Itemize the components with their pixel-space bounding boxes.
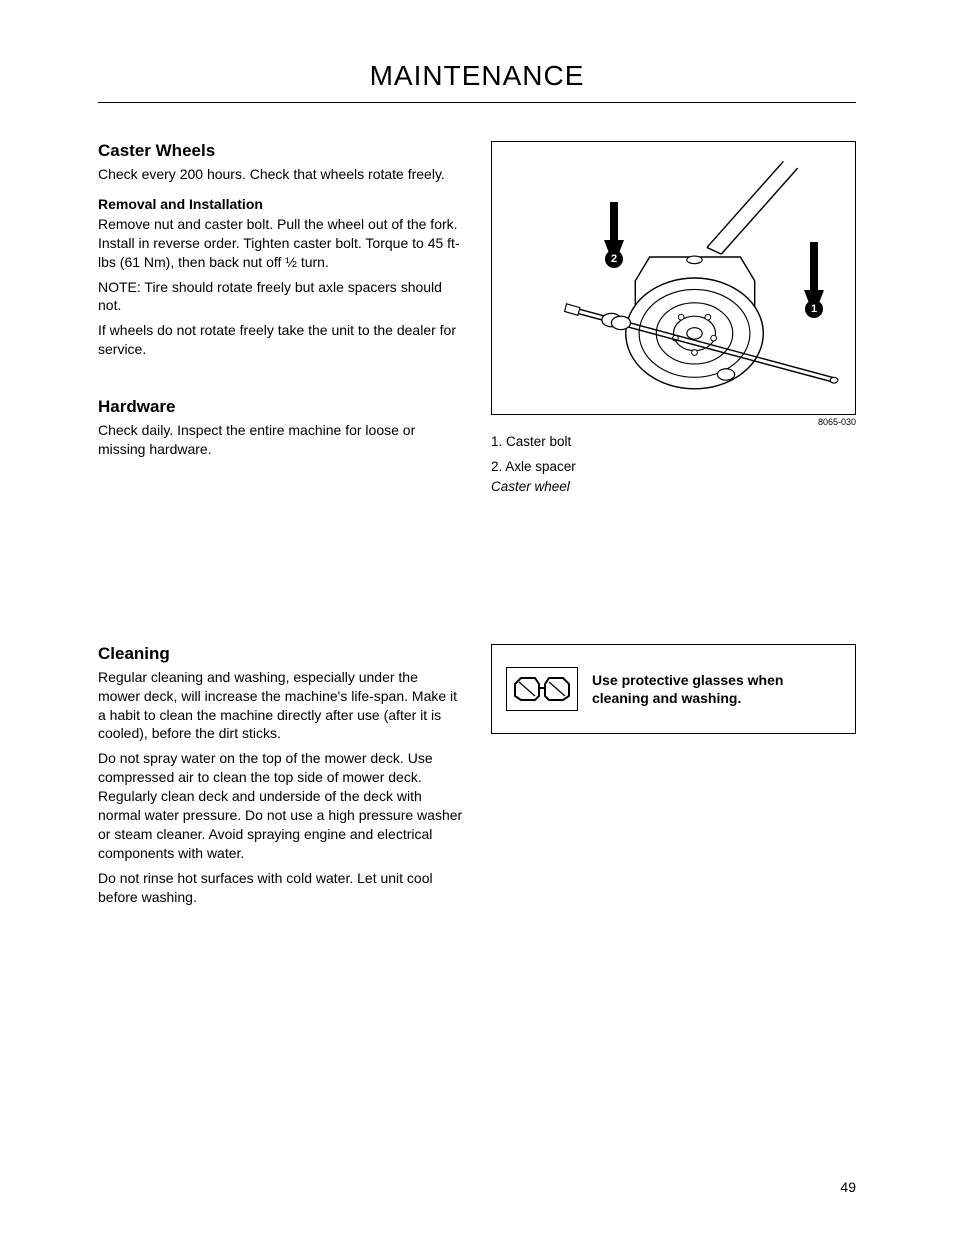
cleaning-p3: Do not rinse hot surfaces with cold wate…: [98, 869, 463, 907]
cleaning-right: Use protective glasses when cleaning and…: [491, 644, 856, 913]
left-column: Caster Wheels Check every 200 hours. Che…: [98, 141, 463, 494]
page-number: 49: [840, 1179, 856, 1195]
caster-p3: If wheels do not rotate freely take the …: [98, 321, 463, 359]
hardware-p1: Check daily. Inspect the entire machine …: [98, 421, 463, 459]
cleaning-row: Cleaning Regular cleaning and washing, e…: [98, 644, 856, 913]
figure-code: 8065-030: [491, 417, 856, 427]
section-title-cleaning: Cleaning: [98, 644, 463, 664]
caster-wheel-illustration: [492, 142, 855, 414]
figure-legend-1: 1. Caster bolt: [491, 433, 856, 452]
callout-2: 2: [605, 250, 623, 268]
glasses-icon: [506, 667, 578, 711]
cleaning-left: Cleaning Regular cleaning and washing, e…: [98, 644, 463, 913]
warning-text: Use protective glasses when cleaning and…: [592, 671, 841, 707]
warning-box: Use protective glasses when cleaning and…: [491, 644, 856, 734]
section-title-hardware: Hardware: [98, 397, 463, 417]
right-column: 2 1 8065-030 1. Caster bolt 2. Axle spac…: [491, 141, 856, 494]
figure-caption: Caster wheel: [491, 479, 856, 494]
arrow-stem-1: [810, 242, 818, 292]
figure-caster-wheel: 2 1: [491, 141, 856, 415]
figure-legend-2: 2. Axle spacer: [491, 458, 856, 477]
callout-1: 1: [805, 300, 823, 318]
cleaning-p1: Regular cleaning and washing, especially…: [98, 668, 463, 744]
cleaning-p2: Do not spray water on the top of the mow…: [98, 749, 463, 862]
caster-p1: Remove nut and caster bolt. Pull the whe…: [98, 215, 463, 272]
caster-intro: Check every 200 hours. Check that wheels…: [98, 165, 463, 184]
arrow-stem-2: [610, 202, 618, 242]
upper-content-row: Caster Wheels Check every 200 hours. Che…: [98, 141, 856, 494]
section-title-caster: Caster Wheels: [98, 141, 463, 161]
subsection-title-removal: Removal and Installation: [98, 196, 463, 212]
caster-p2: NOTE: Tire should rotate freely but axle…: [98, 278, 463, 316]
page-title: MAINTENANCE: [98, 60, 856, 103]
section-hardware: Hardware Check daily. Inspect the entire…: [98, 397, 463, 459]
